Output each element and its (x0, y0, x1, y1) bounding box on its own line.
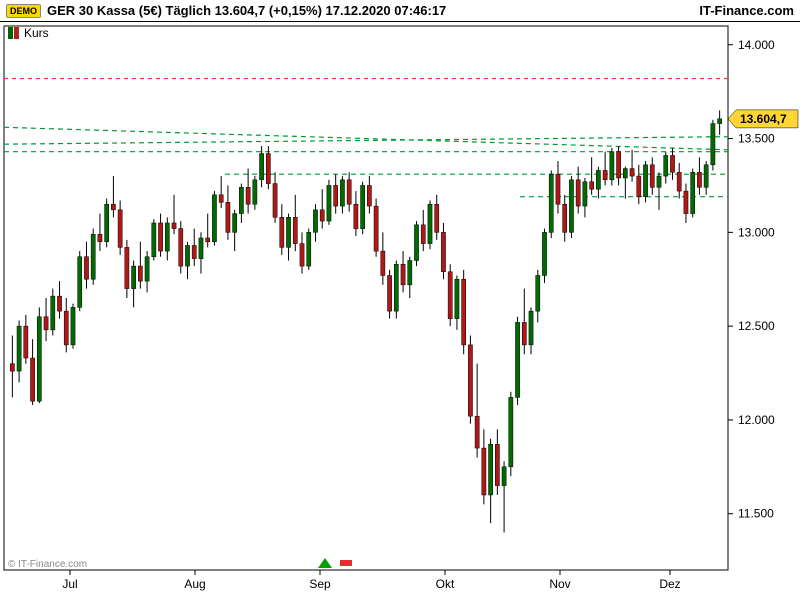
candlestick-chart[interactable]: 11.500 12.000 12.500 13.000 13.500 14.000 Jul A… (0, 22, 800, 600)
svg-text:Sep: Sep (309, 577, 331, 591)
svg-text:Dez: Dez (659, 577, 680, 591)
svg-text:12.500: 12.500 (738, 319, 775, 333)
chart-title: GER 30 Kassa (5€) Täglich 13.604,7 (+0,1… (47, 3, 446, 18)
svg-text:Okt: Okt (436, 577, 455, 591)
svg-text:11.500: 11.500 (738, 507, 774, 521)
legend: Kurs (8, 26, 49, 40)
chart-header: DEMO GER 30 Kassa (5€) Täglich 13.604,7 … (0, 0, 800, 22)
legend-label: Kurs (24, 26, 49, 40)
svg-text:Aug: Aug (184, 577, 205, 591)
svg-text:13.500: 13.500 (738, 132, 775, 146)
svg-text:14.000: 14.000 (738, 38, 775, 52)
svg-text:13.000: 13.000 (738, 225, 775, 239)
svg-text:12.000: 12.000 (738, 413, 775, 427)
candle-legend-icon (8, 27, 20, 39)
source-label: IT-Finance.com (699, 3, 794, 18)
svg-text:Nov: Nov (549, 577, 570, 591)
chart-area[interactable]: 11.500 12.000 12.500 13.000 13.500 14.000 Jul A… (0, 22, 800, 600)
demo-badge: DEMO (6, 4, 41, 18)
svg-text:Jul: Jul (62, 577, 77, 591)
svg-text:13.604,7: 13.604,7 (740, 112, 787, 126)
watermark: © IT-Finance.com (8, 559, 87, 570)
